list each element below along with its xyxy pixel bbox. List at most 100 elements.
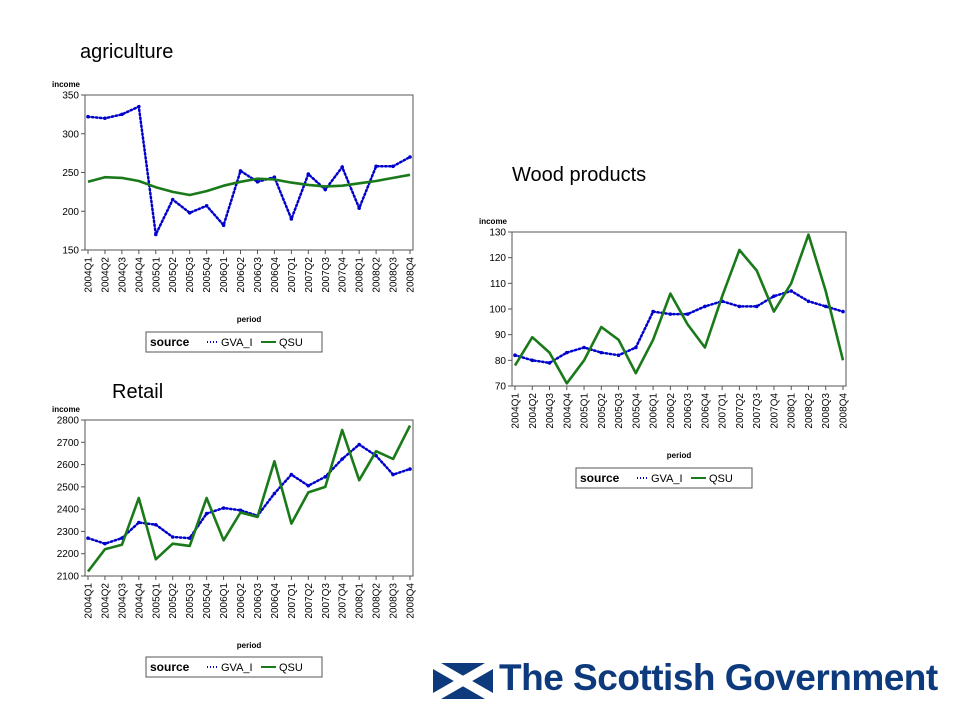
retail-title: Retail xyxy=(112,381,164,403)
x-tick-label: 2007Q3 xyxy=(752,393,763,429)
data-point-GVA_I xyxy=(772,294,776,298)
data-point-GVA_I xyxy=(841,309,845,314)
legend-label-QSU: QSU xyxy=(279,662,303,674)
x-tick-label: 2007Q2 xyxy=(304,583,315,619)
x-tick-label: 2008Q4 xyxy=(839,393,850,429)
x-tick-label: 2005Q3 xyxy=(185,583,196,619)
x-tick-label: 2007Q3 xyxy=(321,583,332,619)
data-point-GVA_I xyxy=(340,457,345,461)
data-point-GVA_I xyxy=(357,442,361,447)
data-point-GVA_I xyxy=(323,475,328,479)
legend: source GVA_I QSU xyxy=(145,656,323,678)
data-point-GVA_I xyxy=(137,520,141,525)
data-point-GVA_I xyxy=(668,312,673,316)
data-point-GVA_I xyxy=(153,522,158,527)
x-tick-label: 2004Q4 xyxy=(134,257,145,293)
x-tick-label: 2008Q3 xyxy=(389,583,400,619)
data-point-GVA_I xyxy=(272,175,277,179)
data-point-GVA_I xyxy=(806,299,811,304)
data-point-GVA_I xyxy=(547,361,552,365)
agriculture-title: agriculture xyxy=(80,41,174,63)
x-tick-label: 2007Q1 xyxy=(287,583,298,619)
chart-0: income 150 200 250 300 350 2004Q1 2004Q2 2004Q3 2… xyxy=(52,80,417,353)
data-point-GVA_I xyxy=(221,506,226,510)
y-tick-label: 2400 xyxy=(57,505,80,516)
data-point-GVA_I xyxy=(408,467,412,471)
x-tick-label: 2006Q1 xyxy=(649,393,660,429)
x-tick-label: 2008Q1 xyxy=(355,257,366,293)
x-tick-label: 2006Q2 xyxy=(236,257,247,293)
y-tick-label: 110 xyxy=(490,279,506,290)
data-point-GVA_I xyxy=(238,508,243,513)
y-tick-label: 2200 xyxy=(57,549,80,560)
data-point-GVA_I xyxy=(170,197,175,202)
x-tick-label: 2004Q1 xyxy=(84,583,95,619)
data-point-GVA_I xyxy=(391,164,395,169)
y-tick-label: 2500 xyxy=(57,482,80,493)
data-point-GVA_I xyxy=(153,232,158,237)
y-tick-label: 2800 xyxy=(57,416,80,427)
data-point-GVA_I xyxy=(408,155,412,159)
x-tick-label: 2005Q3 xyxy=(185,257,196,293)
x-tick-label: 2008Q2 xyxy=(372,583,383,619)
data-point-GVA_I xyxy=(289,217,294,221)
data-point-GVA_I xyxy=(616,353,621,358)
y-tick-label: 2300 xyxy=(57,527,80,538)
x-tick-label: 2004Q2 xyxy=(100,257,111,293)
data-point-GVA_I xyxy=(272,491,277,496)
x-tick-label: 2007Q1 xyxy=(287,257,298,293)
data-point-GVA_I xyxy=(221,223,226,227)
series-line-QSU xyxy=(513,233,845,385)
series-line-GVA_I xyxy=(86,104,412,239)
data-point-GVA_I xyxy=(86,114,90,119)
data-point-GVA_I xyxy=(634,345,638,350)
x-tick-label: 2006Q4 xyxy=(700,393,711,429)
x-tick-label: 2005Q4 xyxy=(202,257,213,293)
data-point-GVA_I xyxy=(306,483,311,488)
saltire-flag-icon xyxy=(433,663,493,699)
y-axis-label: income xyxy=(52,80,81,89)
scottish-government-logo: The Scottish Government xyxy=(433,657,938,702)
y-tick-label: 90 xyxy=(495,330,507,341)
x-tick-label: 2004Q1 xyxy=(511,393,522,429)
y-tick-label: 100 xyxy=(489,305,506,316)
x-tick-label: 2008Q4 xyxy=(406,583,417,619)
x-tick-label: 2007Q2 xyxy=(735,393,746,429)
x-tick-label: 2008Q3 xyxy=(821,393,832,429)
data-point-GVA_I xyxy=(391,472,395,477)
x-tick-label: 2007Q2 xyxy=(304,257,315,293)
x-tick-label: 2005Q2 xyxy=(168,583,179,619)
data-point-GVA_I xyxy=(703,304,707,309)
x-tick-label: 2004Q2 xyxy=(100,583,111,619)
data-point-GVA_I xyxy=(513,353,517,358)
y-tick-label: 70 xyxy=(495,382,507,393)
x-tick-label: 2006Q3 xyxy=(683,393,694,429)
y-tick-label: 2700 xyxy=(57,438,80,449)
y-tick-label: 150 xyxy=(62,246,79,257)
series-line-QSU xyxy=(86,425,412,573)
x-tick-label: 2008Q1 xyxy=(355,583,366,619)
legend-label-GVA_I: GVA_I xyxy=(221,337,253,349)
x-tick-label: 2005Q4 xyxy=(631,393,642,429)
legend-title: source xyxy=(580,471,620,485)
data-point-GVA_I xyxy=(823,304,828,309)
legend-label-GVA_I: GVA_I xyxy=(651,473,683,485)
data-point-GVA_I xyxy=(306,172,311,176)
data-point-GVA_I xyxy=(754,304,759,309)
legend-label-GVA_I: GVA_I xyxy=(221,662,253,674)
data-point-GVA_I xyxy=(103,541,107,546)
x-tick-label: 2005Q1 xyxy=(580,393,591,429)
x-tick-label: 2005Q4 xyxy=(202,583,213,619)
y-tick-label: 200 xyxy=(62,207,79,218)
x-tick-label: 2006Q3 xyxy=(253,583,264,619)
x-tick-label: 2006Q2 xyxy=(666,393,677,429)
x-axis-label: period xyxy=(237,315,262,324)
legend: source GVA_I QSU xyxy=(575,467,753,489)
data-point-GVA_I xyxy=(737,304,742,309)
data-point-GVA_I xyxy=(651,309,655,314)
data-point-GVA_I xyxy=(255,180,260,184)
x-tick-label: 2006Q3 xyxy=(253,257,264,293)
x-tick-label: 2007Q4 xyxy=(338,257,349,293)
y-tick-label: 130 xyxy=(489,228,506,239)
